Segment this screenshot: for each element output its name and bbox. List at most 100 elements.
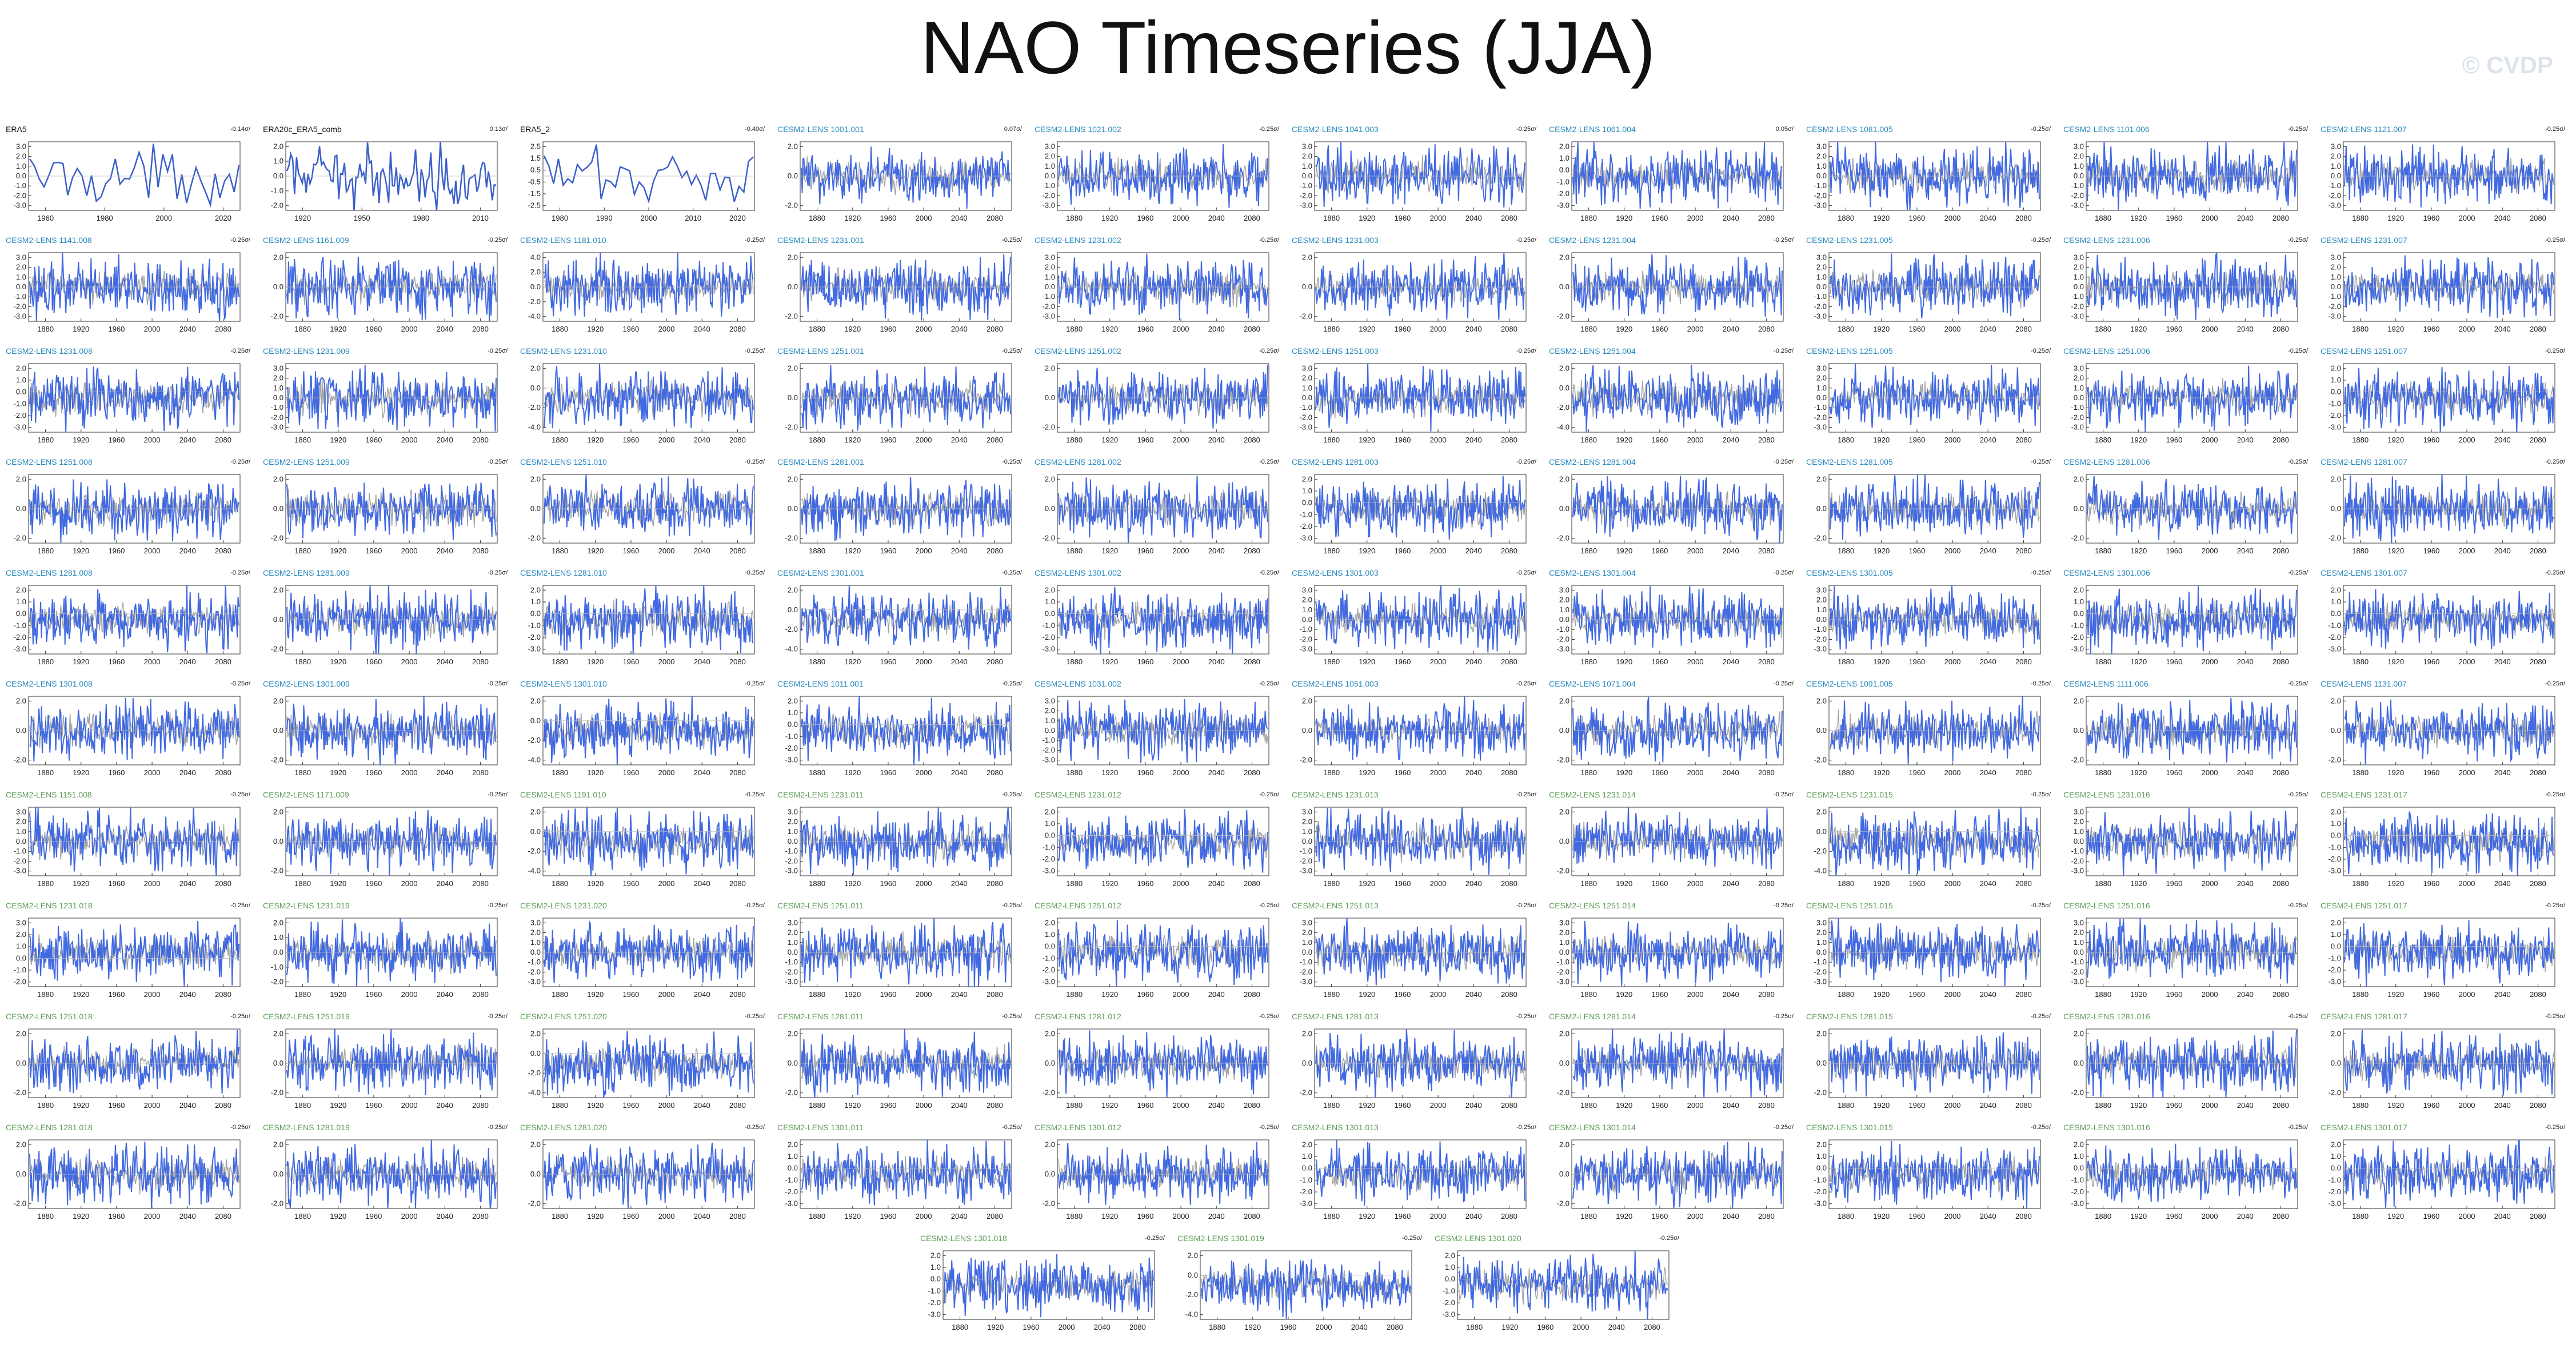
y-tick-label: -2.0 xyxy=(1557,312,1569,321)
y-tick-label: -1.0 xyxy=(1300,958,1312,966)
x-tick-label: 2000 xyxy=(144,547,161,555)
trend-label: -0.25σ/ xyxy=(2031,902,2051,909)
y-tick-label: -2.0 xyxy=(14,302,26,310)
x-tick-label: 1880 xyxy=(1066,768,1083,777)
x-tick-label: 1920 xyxy=(1616,990,1632,999)
x-tick-label: 2000 xyxy=(2202,436,2218,444)
y-tick-label: -3.0 xyxy=(1043,867,1055,875)
nao-series-line xyxy=(1201,1259,1411,1319)
timeseries-panel: CESM2-LENS 1231.014 -0.25σ/2.0 0.0 -2.0 1880… xyxy=(1549,790,1794,899)
y-tick-label: 2.0 xyxy=(273,918,283,927)
timeseries-panel: CESM2-LENS 1281.017 -0.25σ/2.0 0.0 -2.0 1880… xyxy=(2321,1012,2565,1120)
y-tick-label: -4.0 xyxy=(528,423,541,432)
timeseries-panel: CESM2-LENS 1231.006 -0.25σ/3.0 2.0 1.0 0.0 -1… xyxy=(2063,236,2308,344)
x-tick-label: 1920 xyxy=(1359,657,1375,666)
y-tick-label: -4.0 xyxy=(528,867,541,875)
y-tick-label: 3.0 xyxy=(1302,585,1312,594)
trend-label: -0.25σ/ xyxy=(745,791,765,798)
x-tick-label: 1960 xyxy=(1394,657,1411,666)
y-tick-label: -2.0 xyxy=(2071,856,2084,865)
x-tick-label: 1880 xyxy=(2095,325,2111,333)
x-tick-label: 1960 xyxy=(1908,547,1925,555)
y-tick-label: 2.0 xyxy=(1302,474,1312,483)
y-tick-label: -1.0 xyxy=(2329,1175,2341,1184)
y-tick-label: -1.0 xyxy=(14,847,26,855)
x-tick-label: 2040 xyxy=(1723,214,1739,222)
y-tick-label: 0.0 xyxy=(2331,388,2341,396)
y-tick-label: -2.0 xyxy=(785,1187,798,1196)
x-tick-label: 2000 xyxy=(916,214,932,222)
timeseries-panel: CESM2-LENS 1231.013 -0.25σ/3.0 2.0 1.0 0.0 -1… xyxy=(1292,790,1536,899)
x-tick-label: 1960 xyxy=(2423,768,2439,777)
x-tick-label: 2080 xyxy=(729,990,746,999)
y-tick-label: 2.0 xyxy=(1559,364,1569,372)
x-tick-label: 2000 xyxy=(1430,1212,1447,1221)
y-tick-label: 0.0 xyxy=(788,1059,798,1067)
x-tick-label: 1960 xyxy=(108,1212,125,1221)
nao-series-line xyxy=(1830,585,2040,650)
x-tick-label: 1920 xyxy=(844,657,861,666)
x-tick-label: 1960 xyxy=(1137,214,1153,222)
y-tick-label: -2.0 xyxy=(785,201,798,210)
x-tick-label: 2080 xyxy=(1758,547,1775,555)
y-tick-label: 0.0 xyxy=(1559,1059,1569,1067)
y-tick-label: 0.0 xyxy=(1559,1170,1569,1178)
nao-series-line xyxy=(544,696,754,765)
y-tick-label: -3.0 xyxy=(2329,645,2341,653)
y-tick-label: -3.0 xyxy=(1814,645,1827,653)
panel-title: CESM2-LENS 1081.005 xyxy=(1806,125,1893,134)
x-tick-label: 1960 xyxy=(880,325,896,333)
y-tick-label: -2.0 xyxy=(1043,534,1055,543)
x-tick-label: 2080 xyxy=(1501,768,1517,777)
trend-label: -0.25σ/ xyxy=(2545,569,2565,576)
y-tick-label: 3.0 xyxy=(2074,918,2084,927)
x-tick-label: 2080 xyxy=(1501,990,1517,999)
x-tick-label: 1960 xyxy=(1137,1212,1153,1221)
x-tick-label: 1960 xyxy=(108,657,125,666)
y-tick-label: -3.0 xyxy=(2071,423,2084,432)
y-tick-label: -4.0 xyxy=(785,645,798,653)
x-tick-label: 2000 xyxy=(916,879,932,888)
trend-label: -0.25σ/ xyxy=(1774,569,1794,576)
y-tick-label: -2.0 xyxy=(1043,855,1055,863)
x-tick-label: 2080 xyxy=(1758,1101,1775,1110)
y-tick-label: 0.0 xyxy=(16,1059,26,1067)
y-tick-label: 2.0 xyxy=(1302,596,1312,604)
timeseries-panel: CESM2-LENS 1231.007 -0.25σ/3.0 2.0 1.0 0.0 -1… xyxy=(2321,236,2565,344)
y-tick-label: -1.0 xyxy=(2071,181,2084,190)
nao-series-line xyxy=(801,254,1011,321)
x-tick-label: 1960 xyxy=(1394,436,1411,444)
trend-label: -0.25σ/ xyxy=(1516,1124,1536,1131)
y-tick-label: 3.0 xyxy=(1302,364,1312,372)
x-tick-label: 1880 xyxy=(2095,657,2111,666)
plot-frame xyxy=(1314,1139,1527,1209)
nao-series-line xyxy=(286,1139,497,1209)
trend-label: -0.25σ/ xyxy=(1774,680,1794,687)
y-tick-label: 0.0 xyxy=(1045,726,1055,735)
x-tick-label: 1960 xyxy=(1651,990,1668,999)
trend-label: -0.25σ/ xyxy=(2545,458,2565,465)
trend-label: -0.25σ/ xyxy=(488,680,508,687)
y-tick-label: 0.0 xyxy=(1816,726,1827,735)
nao-series-line xyxy=(544,807,754,876)
x-tick-label: 2000 xyxy=(1573,1323,1589,1331)
nao-series-line xyxy=(801,918,1011,987)
panel-title: CESM2-LENS 1251.011 xyxy=(777,901,864,910)
x-tick-label: 1880 xyxy=(1838,879,1854,888)
y-tick-label: -2.0 xyxy=(2329,756,2341,764)
trend-label: -0.25σ/ xyxy=(2545,126,2565,133)
x-tick-label: 1960 xyxy=(880,657,896,666)
x-tick-label: 2040 xyxy=(2494,768,2511,777)
y-tick-label: 2.0 xyxy=(2074,374,2084,382)
y-tick-label: 1.0 xyxy=(2331,930,2341,939)
trend-label: -0.25σ/ xyxy=(1402,1235,1422,1242)
